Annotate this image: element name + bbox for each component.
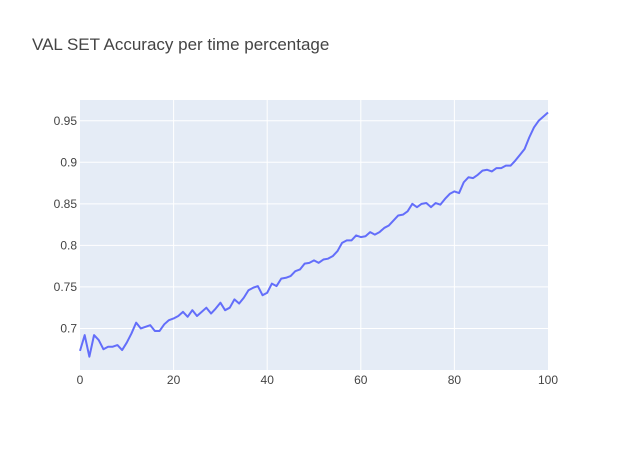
x-axis: 0 20 40 60 80 100 <box>77 373 559 387</box>
gridlines <box>80 100 548 370</box>
y-tick-label: 0.95 <box>54 114 78 128</box>
y-tick-label: 0.8 <box>60 238 77 252</box>
y-tick-label: 0.75 <box>54 280 78 294</box>
series-line <box>79 111 549 358</box>
x-tick-label: 100 <box>538 373 558 387</box>
y-tick-label: 0.85 <box>54 197 78 211</box>
x-tick-label: 80 <box>448 373 462 387</box>
plot-area <box>80 100 548 370</box>
x-tick-label: 20 <box>167 373 181 387</box>
x-tick-label: 0 <box>77 373 84 387</box>
x-tick-label: 60 <box>354 373 368 387</box>
y-tick-label: 0.9 <box>60 155 77 169</box>
y-tick-label: 0.7 <box>60 321 77 335</box>
y-axis: 0.7 0.75 0.8 0.85 0.9 0.95 <box>54 114 78 336</box>
series-lines <box>79 111 549 358</box>
chart-title: VAL SET Accuracy per time percentage <box>32 35 329 54</box>
x-tick-label: 40 <box>261 373 275 387</box>
